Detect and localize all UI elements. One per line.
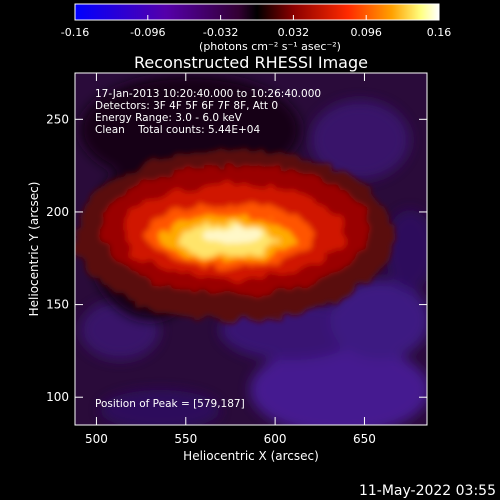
colorbar-tick-label: -0.032 (203, 26, 238, 39)
colorbar-unit-label: (photons cm⁻² s⁻¹ asec⁻²) (199, 40, 341, 53)
x-tick-label: 600 (264, 432, 287, 446)
x-tick-label: 650 (353, 432, 376, 446)
y-axis-label: Heliocentric Y (arcsec) (27, 182, 41, 317)
x-axis-label: Heliocentric X (arcsec) (183, 449, 319, 463)
x-tick-label: 550 (174, 432, 197, 446)
heatmap-image (75, 73, 427, 425)
colorbar-tick-label: -0.16 (61, 26, 89, 39)
y-tick-label: 150 (46, 298, 69, 312)
annotation-time: 17-Jan-2013 10:20:40.000 to 10:26:40.000 (95, 88, 321, 100)
colorbar-tick-label: 0.032 (278, 26, 310, 39)
chart-title: Reconstructed RHESSI Image (134, 53, 368, 72)
x-tick-label: 500 (85, 432, 108, 446)
plot-frame (74, 72, 428, 426)
annotation-detectors: Detectors: 3F 4F 5F 6F 7F 8F, Att 0 (95, 100, 278, 112)
colorbar-ticks: -0.16 -0.096 -0.032 0.032 0.096 0.16 (61, 15, 451, 39)
axis-ticks: 500 550 600 650 100 150 200 250 (46, 73, 427, 446)
annotation-clean: Clean Total counts: 5.44E+04 (95, 124, 260, 136)
peak-position-label: Position of Peak = [579,187] (95, 398, 245, 410)
y-tick-label: 250 (46, 112, 69, 126)
colorbar-tick-label: 0.096 (350, 26, 382, 39)
y-tick-label: 200 (46, 205, 69, 219)
colorbar-tick-label: -0.096 (130, 26, 165, 39)
y-tick-label: 100 (46, 390, 69, 404)
annotation-energy: Energy Range: 3.0 - 6.0 keV (95, 112, 243, 124)
colorbar-tick-label: 0.16 (427, 26, 452, 39)
colorbar (74, 3, 440, 21)
footer-timestamp: 11-May-2022 03:55 (359, 483, 496, 499)
